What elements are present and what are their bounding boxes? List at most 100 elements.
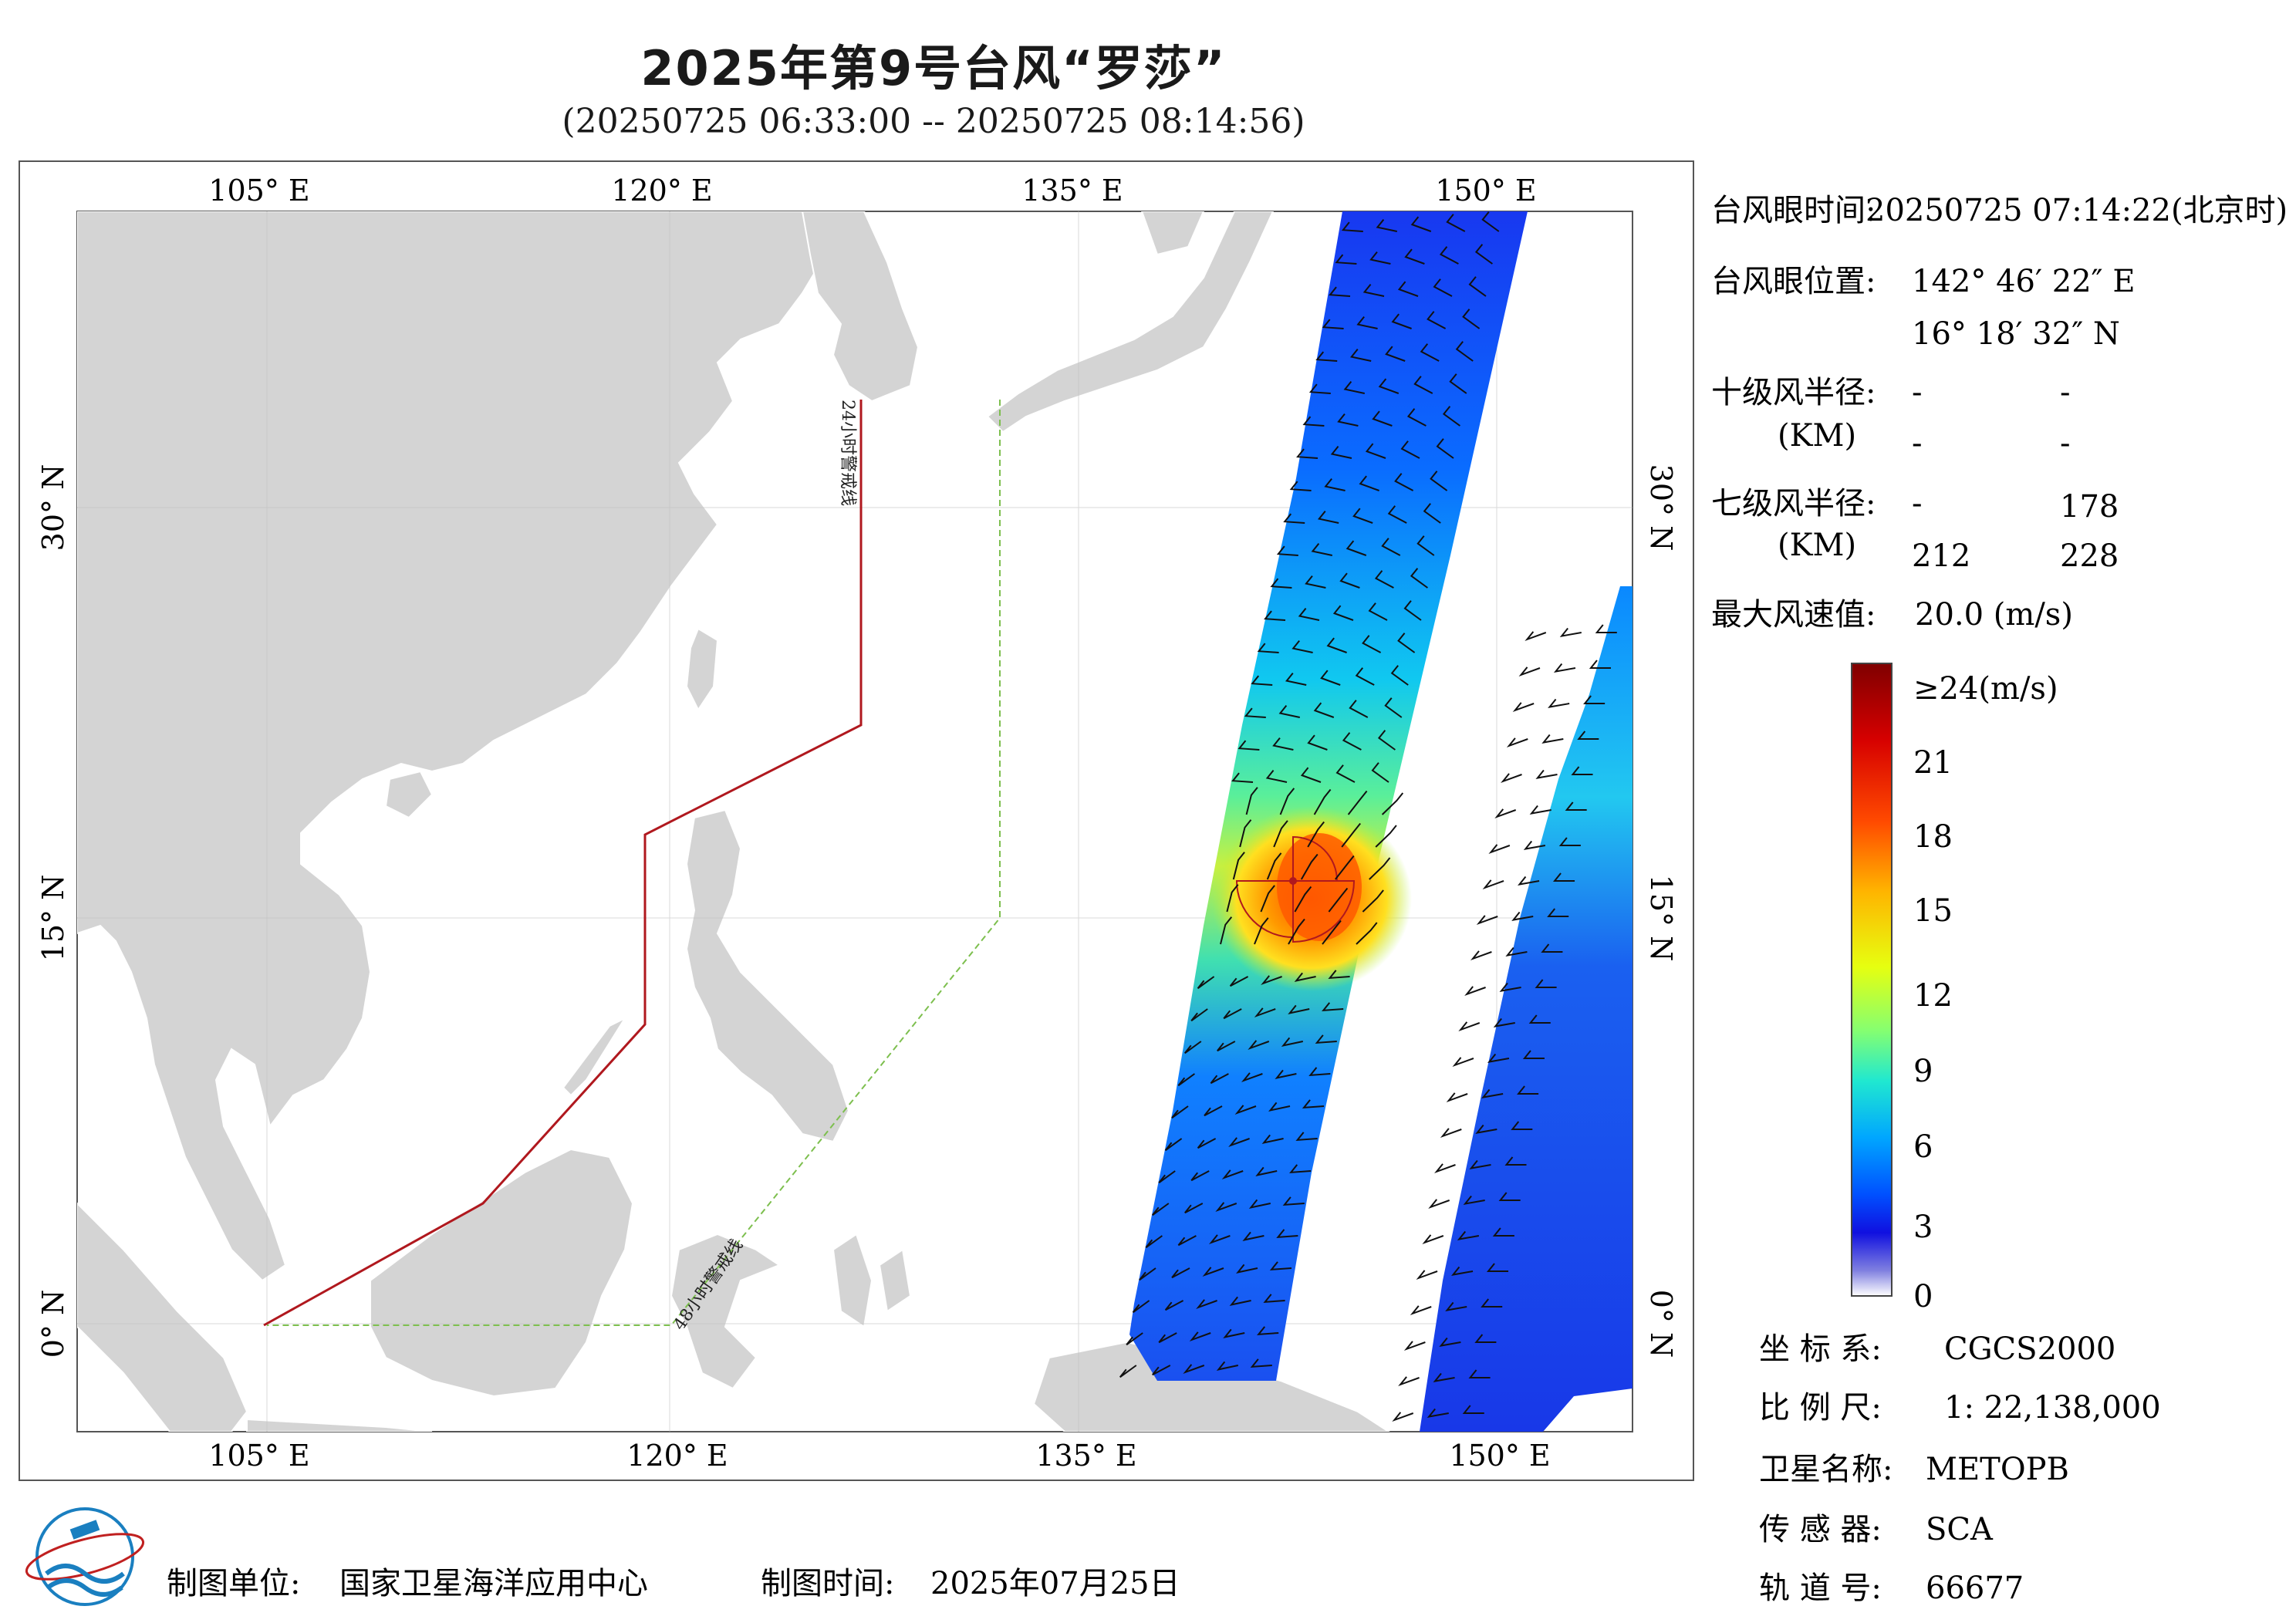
wind-barb <box>1324 477 1346 491</box>
wind-barb <box>1288 1004 1310 1014</box>
wind-barb <box>1307 734 1328 751</box>
wind-barb <box>1416 1270 1438 1281</box>
typhoon-eye-marker <box>1289 877 1297 885</box>
wind-barb <box>1349 348 1372 362</box>
wind-barb <box>1529 805 1551 815</box>
wind-barb <box>1381 538 1401 556</box>
wind-barb <box>1223 1008 1242 1020</box>
wind-barb <box>1498 1192 1521 1201</box>
wind-barb <box>1506 737 1528 748</box>
r7-value-ne: - <box>1912 486 1923 521</box>
wind-barb <box>1322 319 1344 329</box>
wind-barb <box>1416 535 1435 556</box>
wind-barb <box>1145 1235 1163 1249</box>
wind-barb <box>1481 1088 1504 1098</box>
wind-barb <box>1492 1227 1514 1237</box>
warning-label-24h: 24小时警戒线 <box>838 400 857 506</box>
wind-barb <box>1158 1170 1176 1184</box>
wind-barb <box>1439 1337 1461 1347</box>
wind-barb <box>1281 1037 1304 1047</box>
wind-barb <box>1228 1137 1250 1148</box>
wind-barb <box>1196 1299 1217 1310</box>
wind-barb <box>1215 1202 1237 1213</box>
typhoon-core-max <box>1277 833 1362 941</box>
wind-swath-1 <box>1129 211 1528 1381</box>
wind-barb <box>1436 438 1454 459</box>
wind-barb <box>1410 1305 1432 1316</box>
map-frame <box>19 160 1694 1481</box>
ocean-center-logo-icon <box>25 1507 145 1606</box>
lat-label-right-30: 30° N <box>1644 464 1678 552</box>
wind-barb <box>1359 475 1379 491</box>
land-masses <box>77 211 1390 1432</box>
wind-barb <box>1374 570 1394 589</box>
max-wind-value: 20.0 (m/s) <box>1915 597 2073 633</box>
eye-lat-value: 16° 18′ 32″ N <box>1912 316 2120 352</box>
wind-barb <box>1474 244 1493 265</box>
wind-barb <box>1433 278 1453 297</box>
wind-barb <box>1376 218 1398 232</box>
wind-barb <box>1420 343 1440 362</box>
wind-barb <box>1464 986 1486 997</box>
wind-barb <box>1326 637 1347 653</box>
land-palawan <box>562 1016 627 1097</box>
wind-barb <box>1295 1132 1318 1141</box>
lat-label-right-15: 15° N <box>1644 875 1678 962</box>
wind-barb <box>1251 675 1273 686</box>
wind-barb <box>1305 575 1326 589</box>
wind-barb <box>1282 1196 1305 1206</box>
wind-barb <box>1294 886 1312 913</box>
scale-label: 比 例 尺: <box>1759 1390 1882 1426</box>
r10-value-ne: - <box>1912 375 1923 410</box>
time-range-subtitle: (20250725 06:33:00 -- 20250725 08:14:56) <box>562 102 1305 141</box>
wind-barb <box>1481 211 1500 232</box>
lon-label-top-135: 135° E <box>1021 174 1123 208</box>
land-mainland-asia <box>77 211 835 1282</box>
wind-barb <box>1248 1040 1270 1051</box>
lon-label-top-150: 150° E <box>1435 174 1536 208</box>
map-unit-label: 制图单位: <box>167 1566 300 1601</box>
wind-barb <box>1315 1034 1337 1044</box>
wind-barb <box>1263 1294 1285 1303</box>
wind-barb <box>1266 852 1282 880</box>
wind-barbs <box>1119 211 1617 1422</box>
wind-barb <box>1494 808 1517 819</box>
wind-barb <box>1273 820 1288 848</box>
wind-barb <box>1234 1105 1257 1115</box>
wind-barb <box>1375 825 1397 848</box>
wind-barb <box>1377 730 1396 751</box>
wind-barb <box>1427 311 1447 329</box>
wind-barb <box>1559 627 1582 637</box>
wind-barb <box>1403 1341 1426 1351</box>
wind-barb <box>1285 672 1307 686</box>
max-wind-label: 最大风速值: <box>1711 597 1876 633</box>
wind-barb <box>1158 1332 1177 1344</box>
wind-barb <box>1548 698 1570 708</box>
scale-value: 1: 22,138,000 <box>1944 1390 2161 1426</box>
wind-barb <box>1268 1102 1291 1112</box>
r7-value-sw: 212 <box>1912 538 1970 574</box>
wind-barb <box>1349 700 1369 718</box>
wind-barb <box>1279 788 1295 815</box>
wind-barb <box>1468 276 1487 297</box>
wind-barb <box>1278 704 1301 718</box>
wind-barb <box>1250 1358 1272 1368</box>
wind-barb <box>1577 731 1599 740</box>
wind-barb <box>1394 473 1414 491</box>
lon-label-bottom-150: 150° E <box>1449 1439 1550 1473</box>
wind-barb <box>1501 773 1522 784</box>
wind-barb <box>1362 889 1384 913</box>
lon-label-bottom-135: 135° E <box>1035 1439 1136 1473</box>
r7-value-nw: 228 <box>2060 538 2119 574</box>
wind-barb <box>1410 216 1432 232</box>
wind-barb <box>1368 602 1388 621</box>
wind-barb <box>1255 1166 1278 1176</box>
satellite-value: METOPB <box>1926 1452 2069 1487</box>
land-maluku <box>832 1233 873 1328</box>
wind-barb <box>1341 221 1363 232</box>
r10-value-nw: - <box>2060 426 2071 461</box>
wind-barb <box>1343 380 1366 394</box>
wind-barb <box>1583 695 1606 704</box>
r10-label: 十级风半径: <box>1711 375 1876 410</box>
